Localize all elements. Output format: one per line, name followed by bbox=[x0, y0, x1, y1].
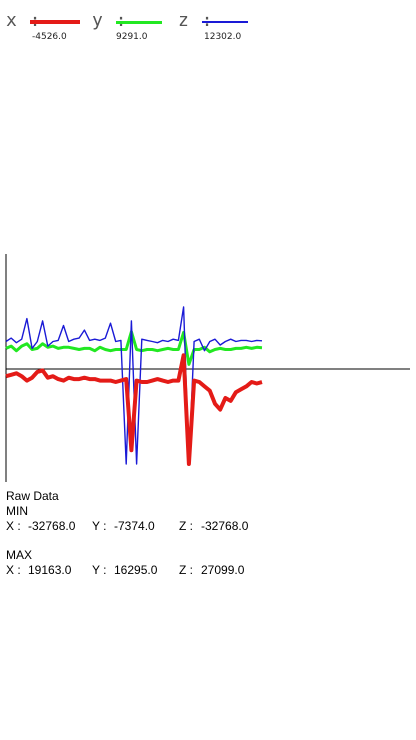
legend-x-letter: x : bbox=[6, 10, 42, 31]
max-z-label: Z : bbox=[179, 563, 193, 577]
max-y: Y : 16295.0 bbox=[92, 563, 157, 577]
legend-y-letter: y : bbox=[92, 10, 128, 31]
min-z-label: Z : bbox=[179, 519, 193, 533]
min-y-value: -7374.0 bbox=[114, 519, 155, 533]
max-y-value: 16295.0 bbox=[114, 563, 158, 577]
legend-x-value: -4526.0 bbox=[32, 32, 67, 42]
max-row: X : 19163.0 Y : 16295.0 Z : 27099.0 bbox=[6, 563, 266, 577]
max-z: Z : 27099.0 bbox=[179, 563, 244, 577]
max-x-value: 19163.0 bbox=[28, 563, 72, 577]
max-y-label: Y : bbox=[92, 563, 107, 577]
legend-y: y : 9291.0 bbox=[92, 10, 172, 42]
min-z-value: -32768.0 bbox=[201, 519, 249, 533]
series-layer bbox=[5, 306, 263, 466]
series-line-x bbox=[5, 353, 263, 466]
min-z: Z : -32768.0 bbox=[179, 519, 248, 533]
min-x-value: -32768.0 bbox=[28, 519, 76, 533]
max-z-value: 27099.0 bbox=[201, 563, 245, 577]
min-row: X : -32768.0 Y : -7374.0 Z : -32768.0 bbox=[6, 519, 266, 533]
legend-z-swatch bbox=[202, 21, 248, 23]
legend-x-swatch bbox=[30, 20, 80, 24]
min-y-label: Y : bbox=[92, 519, 107, 533]
legend-x: x : -4526.0 bbox=[6, 10, 86, 42]
min-x-label: X : bbox=[6, 519, 21, 533]
sensor-plot bbox=[5, 254, 410, 482]
max-x-label: X : bbox=[6, 563, 21, 577]
legend-z-letter: z : bbox=[178, 10, 214, 31]
max-title: MAX bbox=[6, 548, 33, 562]
min-title: MIN bbox=[6, 504, 28, 518]
raw-data-title: Raw Data bbox=[6, 489, 59, 503]
min-y: Y : -7374.0 bbox=[92, 519, 155, 533]
legend-z: z : 12302.0 bbox=[178, 10, 258, 42]
min-x: X : -32768.0 bbox=[6, 519, 75, 533]
legend-y-swatch bbox=[116, 21, 162, 24]
max-x: X : 19163.0 bbox=[6, 563, 71, 577]
legend-y-value: 9291.0 bbox=[116, 32, 148, 42]
legend-z-value: 12302.0 bbox=[204, 32, 242, 42]
series-line-y bbox=[5, 330, 263, 366]
